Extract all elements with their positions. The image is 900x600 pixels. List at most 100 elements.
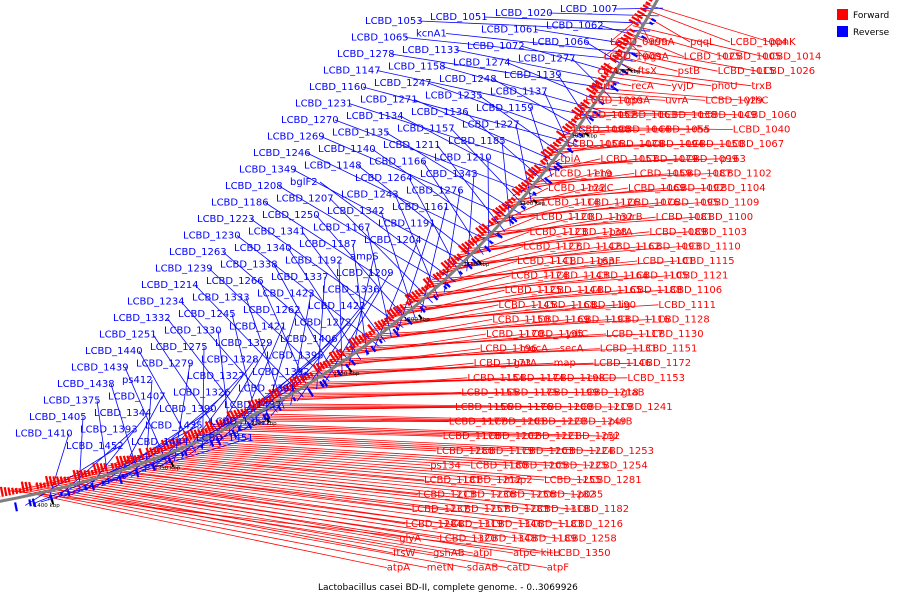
reverse-gene-label: LCBD_1160 (309, 82, 367, 93)
forward-gene-label: LCBD_1218 (581, 387, 639, 398)
forward-gene-label: LCBD_1348 (479, 533, 537, 544)
forward-feature (129, 455, 135, 463)
forward-leader-line (561, 129, 653, 135)
reverse-feature (90, 483, 95, 491)
forward-gene-label: recA (631, 81, 654, 92)
reverse-leader-line (315, 214, 410, 324)
forward-feature (200, 428, 206, 435)
forward-leader-line (431, 260, 678, 280)
forward-feature (524, 170, 535, 180)
forward-feature (298, 374, 305, 383)
forward-gene-label: LCBD_1225 (550, 460, 608, 471)
forward-leader-line (17, 488, 427, 568)
forward-gene-label: LCBD_1127 (523, 241, 581, 252)
forward-gene-label: LCBD_1283 (492, 504, 550, 515)
forward-gene-label: LCBD_1111 (658, 300, 716, 311)
forward-gene-label: LCBD_1106 (665, 285, 723, 296)
forward-feature (623, 33, 632, 40)
reverse-leader-line (450, 128, 527, 209)
tick-label: 1100 kbp (519, 201, 545, 207)
forward-leader-line (65, 477, 480, 539)
forward-feature (18, 488, 22, 494)
forward-leader-line (577, 111, 700, 116)
forward-feature (48, 475, 54, 487)
reverse-gene-label: LCBD_1262 (243, 305, 301, 316)
feature-track (0, 0, 657, 512)
forward-gene-label: pgsA (644, 52, 669, 63)
forward-gene-label: LCBD_1318 (532, 504, 590, 515)
forward-gene-label: LCBD_1120 (536, 212, 594, 223)
forward-feature (254, 398, 261, 408)
forward-gene-label: LCBD_1005 (724, 52, 782, 63)
reverse-feature (121, 473, 125, 479)
forward-gene-label: LCBD_1183 (525, 519, 583, 530)
forward-feature (318, 361, 326, 370)
forward-feature (467, 239, 475, 247)
forward-gene-label: LCBD_1200 (535, 402, 593, 413)
reverse-leader-line (264, 202, 428, 309)
forward-gene-label: LCBD_1237 (412, 504, 470, 515)
reverse-feature (650, 17, 657, 23)
forward-leader-line (161, 446, 431, 466)
reverse-feature (134, 469, 140, 478)
forward-leader-line (300, 362, 514, 379)
forward-feature (354, 335, 362, 345)
forward-gene-label: LCBD_1116 (612, 314, 670, 325)
forward-feature (628, 18, 640, 27)
forward-feature (348, 338, 357, 349)
reverse-gene-label: LCBD_1248 (439, 74, 497, 85)
forward-feature (542, 157, 549, 163)
forward-gene-label: LCBD_1057 (600, 154, 658, 165)
reverse-leader-line (371, 148, 500, 238)
forward-feature (72, 469, 78, 481)
forward-leader-line (333, 333, 487, 358)
forward-feature (487, 219, 495, 226)
forward-leader-line (457, 231, 610, 256)
forward-gene-label: LCBD_1156 (455, 402, 513, 413)
forward-gene-label: pqqL (690, 37, 715, 48)
tick-mark (627, 67, 633, 73)
forward-leader-line (619, 46, 758, 72)
forward-feature (247, 400, 255, 412)
forward-feature (261, 397, 267, 405)
forward-leader-line (25, 486, 507, 568)
reverse-gene-label: LCBD_1337 (271, 272, 329, 283)
forward-feature (87, 469, 91, 477)
forward-gene-label: LCBD_1145 (498, 300, 556, 311)
reverse-gene-label: LCBD_1275 (150, 342, 208, 353)
forward-leader-line (149, 450, 505, 481)
forward-feature (594, 79, 603, 86)
forward-feature (533, 164, 542, 171)
forward-gene-label: LCBD_1122 (548, 183, 606, 194)
reverse-feature (599, 101, 605, 106)
forward-leader-line (99, 467, 412, 510)
forward-leader-line (43, 482, 474, 554)
forward-feature (442, 268, 448, 274)
forward-feature (114, 462, 118, 469)
forward-gene-label: LCBD_1131 (600, 344, 658, 355)
reverse-leader-line (306, 152, 495, 244)
forward-gene-label: LCBD_1236 (458, 490, 516, 501)
reverse-gene-label: LCBD_1326 (173, 388, 231, 399)
forward-leader-line (189, 434, 517, 452)
forward-leader-line (322, 348, 560, 365)
forward-gene-label: atpC (513, 548, 536, 559)
reverse-feature (237, 426, 242, 432)
forward-leader-line (169, 442, 511, 466)
tick-label: 1300 kbp (251, 421, 277, 427)
reverse-leader-line (173, 363, 191, 461)
forward-feature (642, 4, 649, 9)
forward-leader-line (209, 426, 523, 437)
forward-feature (555, 130, 567, 139)
forward-gene-label: atpF (547, 563, 569, 574)
forward-leader-line (60, 478, 440, 539)
forward-feature (103, 462, 108, 472)
reverse-gene-label: LCBD_1211 (383, 140, 441, 151)
reverse-gene-label: LCBD_1272 (294, 318, 352, 329)
reverse-feature (640, 35, 648, 41)
forward-leader-line (47, 481, 514, 554)
forward-feature (530, 166, 540, 174)
tick-label: 1150 kbp (463, 262, 489, 268)
forward-leader-line (415, 275, 671, 295)
forward-gene-label: tpiA (560, 154, 580, 165)
